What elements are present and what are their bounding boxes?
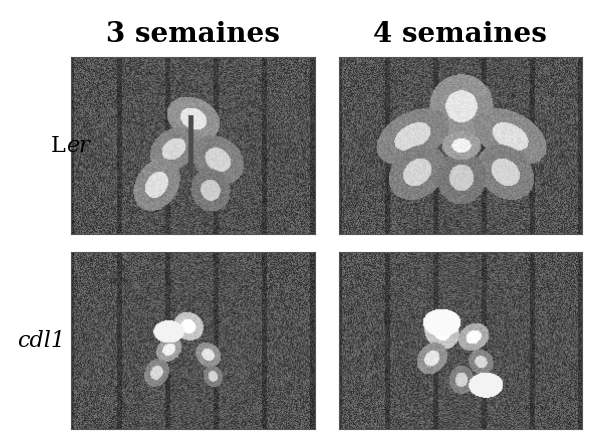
- Text: er: er: [66, 134, 90, 157]
- Text: 4 semaines: 4 semaines: [374, 21, 547, 48]
- Text: L: L: [50, 134, 65, 157]
- Text: cdl1: cdl1: [17, 329, 65, 352]
- Text: 3 semaines: 3 semaines: [106, 21, 280, 48]
